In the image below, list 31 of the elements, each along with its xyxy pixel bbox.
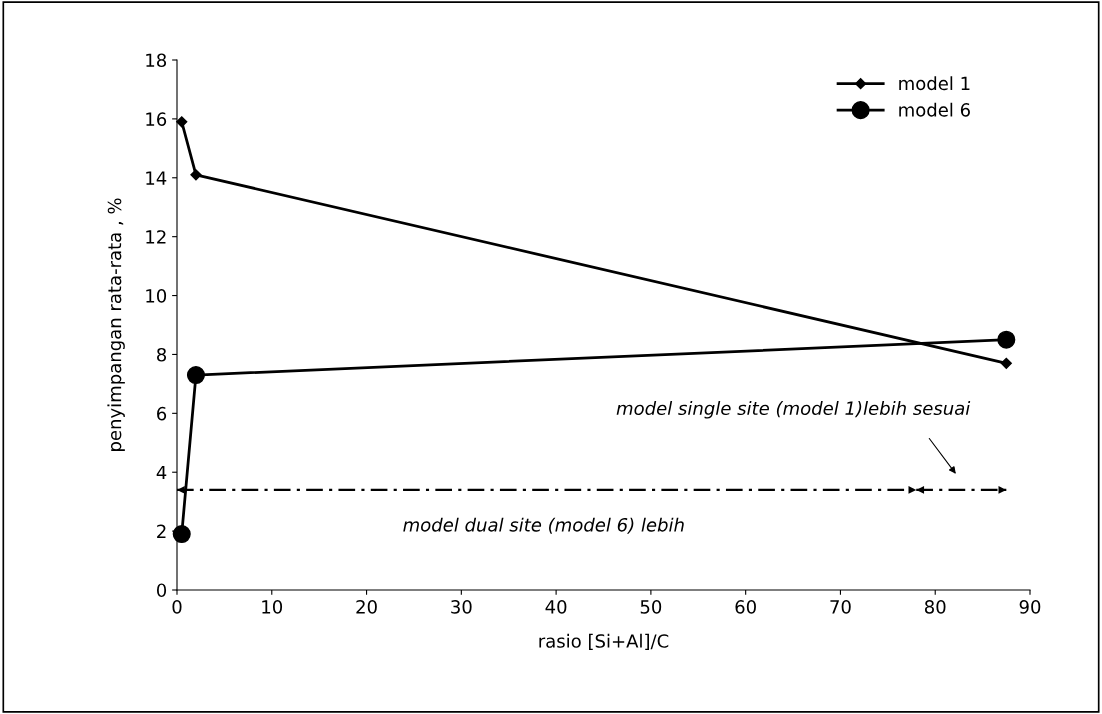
- annotation: model single site (model 1)lebih sesuai: [616, 401, 971, 419]
- point: [190, 169, 202, 181]
- annotation: model dual site (model 6) lebih: [403, 517, 684, 534]
- legend-label: model 1: [899, 76, 970, 91]
- y-tick-label: 4: [156, 465, 167, 480]
- y-tick-label: 14: [146, 171, 167, 185]
- x-tick-label: 10: [262, 600, 283, 614]
- y-tick-label: 16: [146, 112, 167, 127]
- x-tick-label: 0: [172, 600, 182, 614]
- x-tick-label: 80: [924, 600, 946, 614]
- legend-label: model 6: [899, 102, 970, 117]
- x-tick-label: 70: [830, 600, 851, 614]
- x-tick-label: 40: [545, 600, 567, 614]
- point: [186, 366, 205, 385]
- y-tick-label: 2: [157, 524, 166, 538]
- x-tick-label: 20: [356, 600, 377, 614]
- point: [1000, 357, 1012, 369]
- y-tick-label: 0: [156, 583, 167, 598]
- y-tick-label: 10: [146, 289, 167, 303]
- point: [176, 116, 188, 128]
- x-axis-title: rasio [Si+Al]/C: [539, 633, 669, 650]
- y-tick-label: 8: [157, 347, 167, 362]
- x-tick-label: 50: [640, 600, 662, 614]
- x-tick-label: 90: [1019, 600, 1041, 614]
- y-tick-label: 12: [146, 230, 166, 244]
- point: [997, 330, 1016, 349]
- y-tick-label: 18: [146, 53, 167, 68]
- y-axis-title: penyimpangan rata-rata , %: [107, 198, 125, 451]
- y-tick-label: 6: [157, 406, 167, 421]
- x-tick-label: 60: [735, 600, 756, 614]
- x-tick-label: 30: [451, 600, 472, 614]
